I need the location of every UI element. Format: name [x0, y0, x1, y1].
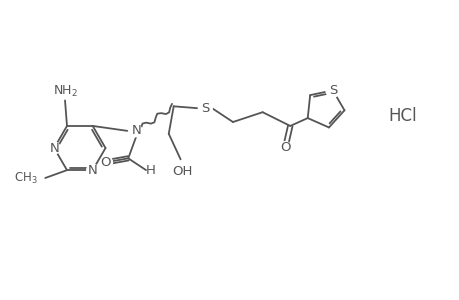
Circle shape — [130, 125, 142, 137]
Text: O: O — [100, 156, 111, 169]
Text: OH: OH — [172, 165, 192, 178]
Circle shape — [325, 83, 339, 97]
Circle shape — [279, 142, 291, 153]
Text: N: N — [131, 124, 141, 137]
Text: CH$_3$: CH$_3$ — [14, 170, 37, 185]
Text: H: H — [146, 164, 156, 177]
Circle shape — [101, 156, 112, 168]
Text: N: N — [88, 164, 97, 177]
Circle shape — [48, 142, 60, 154]
Circle shape — [87, 164, 98, 176]
Text: N: N — [49, 142, 59, 154]
Circle shape — [198, 101, 212, 115]
Text: S: S — [201, 102, 209, 115]
Text: NH$_2$: NH$_2$ — [52, 84, 77, 99]
Text: HCl: HCl — [387, 106, 416, 124]
Text: O: O — [280, 141, 290, 154]
Text: S: S — [328, 84, 336, 97]
